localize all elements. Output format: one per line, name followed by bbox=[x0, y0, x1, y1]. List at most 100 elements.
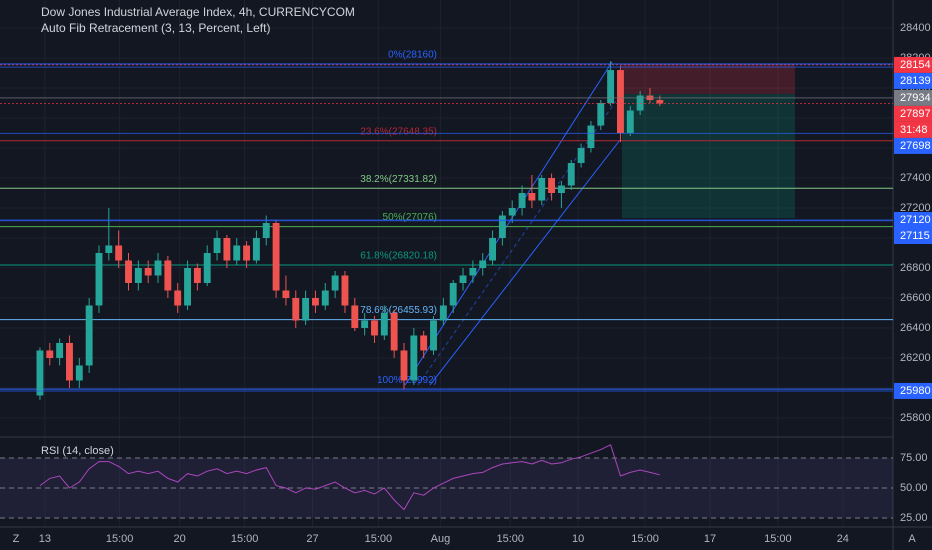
rsi-title: RSI (14, close) bbox=[41, 445, 114, 457]
candle-body bbox=[56, 342, 64, 358]
candle-body bbox=[331, 275, 339, 291]
candle-body bbox=[243, 245, 251, 261]
stop-zone bbox=[622, 64, 795, 94]
y-tick-label: 27400 bbox=[900, 172, 931, 184]
candle-body bbox=[292, 297, 300, 321]
candle-body bbox=[439, 305, 447, 321]
price-tag bbox=[894, 89, 932, 106]
x-tick-label: 24 bbox=[837, 533, 849, 545]
candle-body bbox=[252, 237, 260, 261]
price-tag-label: 27698 bbox=[900, 140, 931, 152]
rsi-line bbox=[39, 444, 660, 511]
candle-body bbox=[213, 237, 221, 253]
candle-body bbox=[587, 125, 595, 149]
candle-body bbox=[115, 245, 123, 261]
corner-right[interactable]: A bbox=[908, 533, 916, 545]
price-tag bbox=[894, 137, 932, 154]
fib-label: 0%(28160) bbox=[388, 50, 437, 61]
indicator-title: Auto Fib Retracement (3, 13, Percent, Le… bbox=[41, 21, 270, 35]
fib-label: 23.6%(27648.35) bbox=[360, 126, 437, 137]
y-tick-label: 26800 bbox=[900, 262, 931, 274]
y-tick-label: 28400 bbox=[900, 22, 931, 34]
candle-body bbox=[144, 267, 152, 276]
candle-body bbox=[626, 110, 634, 134]
candle-body bbox=[321, 290, 329, 306]
candle-body bbox=[410, 335, 418, 381]
candle-body bbox=[390, 312, 398, 351]
price-tag-label: 28139 bbox=[900, 75, 931, 87]
candle-body bbox=[66, 342, 73, 381]
candle-body bbox=[46, 350, 54, 358]
price-tag-label: 27120 bbox=[900, 214, 931, 226]
y-tick-label: 27200 bbox=[900, 202, 931, 214]
channel-line bbox=[429, 139, 621, 386]
rsi-tick-label: 50.00 bbox=[900, 482, 928, 494]
x-tick-label: 15:00 bbox=[764, 533, 792, 545]
y-tick-label: 26600 bbox=[900, 292, 931, 304]
price-tag bbox=[894, 72, 932, 89]
candle-body bbox=[508, 208, 516, 216]
corner-left[interactable]: Z bbox=[13, 533, 20, 545]
x-tick-label: 10 bbox=[572, 533, 584, 545]
candle-body bbox=[538, 178, 546, 201]
candle-body bbox=[174, 290, 182, 306]
rsi-tick-label: 25.00 bbox=[900, 512, 928, 524]
candle-body bbox=[312, 297, 319, 306]
candle-body bbox=[548, 178, 556, 194]
grid bbox=[0, 0, 893, 527]
candle-body bbox=[479, 260, 487, 268]
price-tag bbox=[894, 105, 932, 122]
candle-body bbox=[184, 267, 191, 306]
fib-label: 61.8%(26820.18) bbox=[360, 251, 437, 262]
price-tag bbox=[894, 56, 932, 73]
candle-body bbox=[95, 252, 103, 306]
channel-line bbox=[404, 61, 613, 386]
candle-body bbox=[223, 237, 231, 261]
candle-body bbox=[105, 245, 113, 253]
candle-body bbox=[154, 260, 162, 276]
candle-body bbox=[597, 103, 605, 126]
candle-body bbox=[272, 222, 280, 291]
price-tag-label: 28154 bbox=[900, 59, 931, 71]
candle-body bbox=[469, 267, 477, 276]
x-tick-label: 13 bbox=[39, 533, 51, 545]
fib-label: 78.6%(26455.93) bbox=[360, 305, 437, 316]
x-tick-label: 15:00 bbox=[496, 533, 524, 545]
candle-body bbox=[489, 237, 496, 261]
countdown-tag bbox=[894, 121, 932, 138]
target-zone bbox=[622, 94, 795, 218]
candle-body bbox=[75, 365, 83, 381]
candle-body bbox=[125, 260, 132, 283]
candle-body bbox=[351, 305, 359, 328]
candle-body bbox=[528, 193, 536, 201]
price-tag bbox=[894, 382, 932, 399]
candle-body bbox=[164, 260, 172, 291]
rsi-tick-label: 75.00 bbox=[900, 452, 928, 464]
fib-label: 50%(27076) bbox=[383, 212, 437, 223]
x-tick-label: 20 bbox=[174, 533, 186, 545]
x-tick-label: 15:00 bbox=[231, 533, 259, 545]
price-tag-label: 27897 bbox=[900, 108, 931, 120]
candle-body bbox=[380, 312, 388, 336]
x-tick-label: Aug bbox=[431, 533, 451, 545]
price-tag-label: 27934 bbox=[900, 92, 931, 104]
countdown-label: 31:48 bbox=[900, 124, 928, 136]
candle-body bbox=[557, 185, 565, 194]
candle-body bbox=[134, 267, 142, 283]
x-tick-label: 27 bbox=[306, 533, 318, 545]
candle-body bbox=[656, 100, 664, 104]
x-tick-label: 17 bbox=[704, 533, 716, 545]
candle-body bbox=[361, 320, 369, 328]
candle-body bbox=[617, 70, 624, 134]
y-tick-label: 26400 bbox=[900, 322, 931, 334]
candle-body bbox=[302, 297, 310, 321]
candle-body bbox=[193, 267, 201, 283]
x-tick-label: 15:00 bbox=[365, 533, 393, 545]
price-tag-label: 25980 bbox=[900, 385, 931, 397]
candle-body bbox=[85, 305, 93, 366]
candle-body bbox=[233, 245, 241, 261]
candle-body bbox=[341, 275, 349, 306]
candle-body bbox=[282, 290, 290, 298]
price-tag bbox=[894, 211, 932, 228]
